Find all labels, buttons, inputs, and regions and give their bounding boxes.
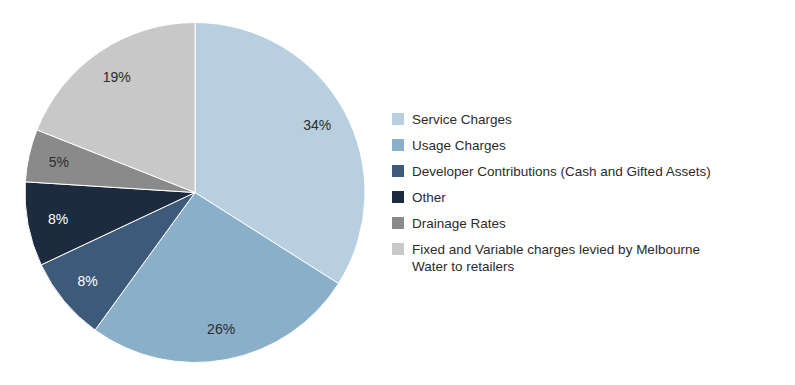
data-label: 26% <box>207 321 235 337</box>
pie-slice <box>37 23 195 193</box>
legend-swatch <box>392 113 404 125</box>
legend-label: Developer Contributions (Cash and Gifted… <box>412 164 711 179</box>
legend-item: Drainage Rates <box>392 216 506 231</box>
slices <box>25 23 365 363</box>
legend-label: Other <box>412 190 446 205</box>
legend-label: Usage Charges <box>412 138 506 153</box>
pie-slice <box>25 182 195 265</box>
legend-swatch <box>392 165 404 177</box>
data-label: 34% <box>303 117 331 133</box>
legend-swatch <box>392 139 404 151</box>
legend-swatch <box>392 217 404 229</box>
legend-swatch <box>392 243 404 255</box>
legend-label: Fixed and Variable charges levied by Mel… <box>412 242 700 274</box>
legend-item: Service Charges <box>392 112 512 127</box>
data-label: 19% <box>103 69 131 85</box>
legend-item: Usage Charges <box>392 138 506 153</box>
data-label: 5% <box>49 154 69 170</box>
legend-label: Service Charges <box>412 112 512 127</box>
data-label: 8% <box>77 273 97 289</box>
legend-item: Fixed and Variable charges levied by Mel… <box>392 242 700 274</box>
legend-item: Developer Contributions (Cash and Gifted… <box>392 164 711 179</box>
chart-container: 34% 26% 8% 8% 5% 19% Service Charges Usage Char… <box>0 0 795 385</box>
legend-swatch <box>392 191 404 203</box>
legend-item: Other <box>392 190 446 205</box>
legend-label: Drainage Rates <box>412 216 506 231</box>
legend: Service Charges Usage Charges Developer Co… <box>392 112 711 274</box>
chart: 34% 26% 8% 8% 5% 19% Service Charges Usage Char… <box>0 0 795 385</box>
data-labels: 34% 26% 8% 8% 5% 19% <box>48 69 331 337</box>
data-label: 8% <box>48 211 68 227</box>
